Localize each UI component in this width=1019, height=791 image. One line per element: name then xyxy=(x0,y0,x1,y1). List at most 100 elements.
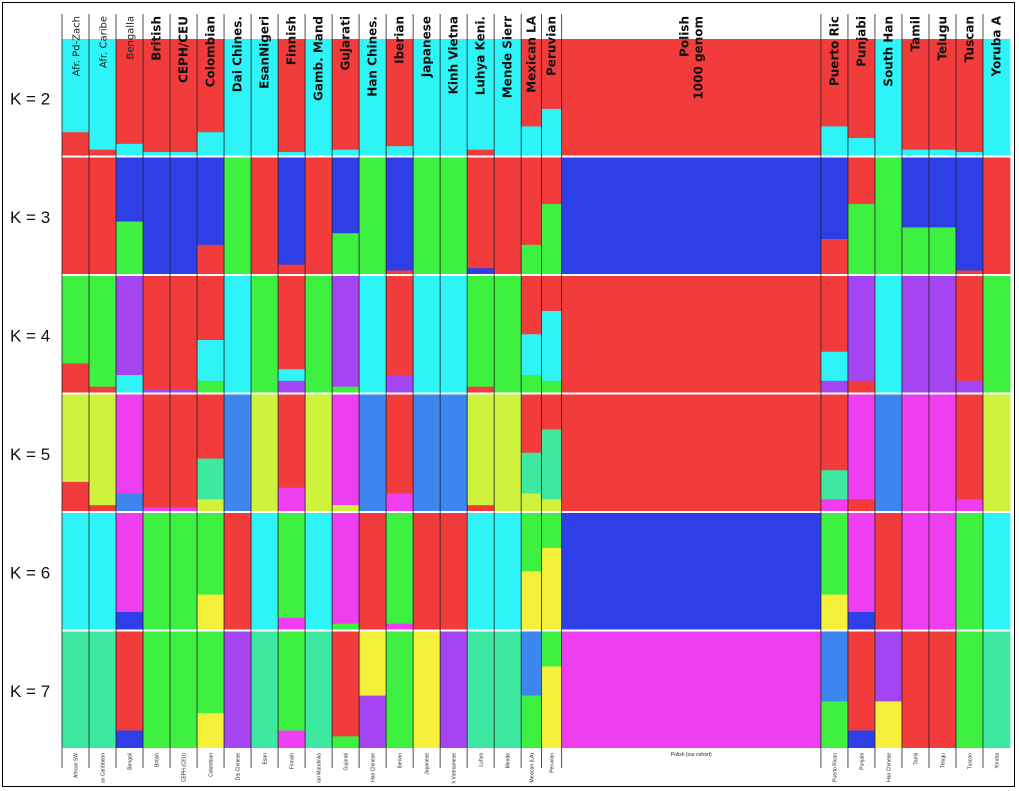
segment-k2-pop23-0 xyxy=(901,39,930,150)
segment-k4-pop5-2 xyxy=(197,380,225,393)
segment-k2-pop7-0 xyxy=(251,39,279,156)
population-bottom-label: ian Mandinka xyxy=(317,753,323,783)
segment-k5-pop14-0 xyxy=(440,394,468,512)
population-top-label: Gujarati xyxy=(339,16,353,70)
segment-k6-pop26-0 xyxy=(982,513,1011,630)
segment-k7-pop8-0 xyxy=(278,631,306,731)
segment-k4-pop26-0 xyxy=(982,276,1011,393)
population-top-label: 1000 genom xyxy=(691,16,705,100)
segment-k4-pop4-1 xyxy=(170,389,198,393)
segment-k2-pop1-0 xyxy=(89,39,117,150)
population-top-label: Colombian xyxy=(204,16,218,87)
segment-k6-pop20-1 xyxy=(820,594,849,630)
segment-k3-pop12-0 xyxy=(386,157,414,271)
segment-k5-pop9-0 xyxy=(305,394,333,512)
segment-k4-pop24-0 xyxy=(928,276,957,393)
segment-k3-pop18-1 xyxy=(541,204,563,275)
population-bottom-label: Polish (our cohort) xyxy=(671,752,712,758)
segment-k2-pop22-0 xyxy=(874,39,903,156)
segment-k7-pop17-1 xyxy=(521,695,542,749)
segment-k4-pop15-1 xyxy=(467,386,495,393)
population-bottom-label: Telugu xyxy=(941,753,947,768)
segment-k6-pop5-0 xyxy=(197,513,225,595)
segment-k7-pop7-0 xyxy=(251,631,279,749)
segment-k3-pop23-0 xyxy=(901,157,930,228)
segment-k4-pop3-0 xyxy=(143,276,171,390)
segment-k7-pop22-0 xyxy=(874,631,903,702)
segment-k4-pop11-0 xyxy=(359,276,387,393)
segment-k6-pop13-0 xyxy=(413,513,441,630)
segment-k5-pop0-0 xyxy=(62,394,90,483)
segment-k5-pop1-0 xyxy=(89,394,117,506)
segment-k7-pop10-0 xyxy=(332,631,360,737)
segment-k3-pop0-0 xyxy=(62,157,90,275)
segment-k3-pop19-0 xyxy=(561,157,822,275)
segment-k4-pop18-0 xyxy=(541,276,563,312)
segment-k4-pop12-0 xyxy=(386,276,414,376)
segment-k4-pop8-0 xyxy=(278,276,306,370)
segment-k3-pop21-1 xyxy=(847,204,876,275)
segment-k7-pop2-0 xyxy=(116,631,144,731)
segment-k4-pop10-1 xyxy=(332,386,360,393)
segment-k6-pop21-0 xyxy=(847,513,876,613)
segment-k7-pop6-0 xyxy=(224,631,252,749)
segment-k5-pop15-1 xyxy=(467,505,495,512)
segment-k3-pop26-0 xyxy=(982,157,1011,275)
segment-k4-pop2-0 xyxy=(116,276,144,376)
segment-k4-pop18-1 xyxy=(541,310,563,382)
segment-k5-pop4-0 xyxy=(170,394,198,508)
segment-k3-pop12-1 xyxy=(386,270,414,275)
segment-k7-pop4-0 xyxy=(170,631,198,749)
segment-k6-pop7-0 xyxy=(251,513,279,630)
segment-k6-pop20-0 xyxy=(820,513,849,595)
segment-k3-pop10-0 xyxy=(332,157,360,234)
segment-k5-pop18-1 xyxy=(541,429,563,500)
segment-k3-pop8-1 xyxy=(278,264,306,275)
segment-k7-pop2-1 xyxy=(116,730,144,749)
segment-k6-pop23-0 xyxy=(901,513,930,630)
segment-k6-pop22-0 xyxy=(874,513,903,630)
segment-k5-pop10-1 xyxy=(332,505,360,512)
k-label-4: K = 4 xyxy=(10,326,50,345)
segment-k2-pop8-1 xyxy=(278,152,306,156)
segment-k7-pop8-1 xyxy=(278,730,306,749)
population-top-label: Tuscan xyxy=(963,16,977,62)
segment-k2-pop21-1 xyxy=(847,138,876,156)
population-top-label: Gamb. Mand xyxy=(312,16,326,101)
segment-k6-pop2-1 xyxy=(116,612,144,630)
segment-k4-pop8-1 xyxy=(278,369,306,382)
segment-k5-pop0-1 xyxy=(62,481,90,512)
segment-k4-pop6-0 xyxy=(224,276,252,393)
segment-k6-pop12-0 xyxy=(386,513,414,624)
segment-k5-pop20-1 xyxy=(820,470,849,500)
population-top-label: Dai Chines. xyxy=(231,16,245,92)
segment-k2-pop25-0 xyxy=(955,39,984,153)
segment-k4-pop5-1 xyxy=(197,340,225,382)
segment-k2-pop17-1 xyxy=(521,126,542,156)
segment-k6-pop17-0 xyxy=(521,513,542,572)
segment-k6-pop9-0 xyxy=(305,513,333,630)
segment-k2-pop1-1 xyxy=(89,149,117,156)
segment-k6-pop0-0 xyxy=(62,513,90,630)
segment-k5-pop12-1 xyxy=(386,493,414,512)
segment-k6-pop8-0 xyxy=(278,513,306,619)
population-bottom-label: Yoruba xyxy=(995,753,1001,769)
population-top-label: Polish xyxy=(677,16,691,57)
segment-k2-pop4-0 xyxy=(170,39,198,153)
segment-k5-pop8-1 xyxy=(278,487,306,512)
segment-k4-pop15-0 xyxy=(467,276,495,387)
segment-k4-pop3-1 xyxy=(143,389,171,393)
segment-k4-pop22-0 xyxy=(874,276,903,393)
segment-k7-pop26-0 xyxy=(982,631,1011,749)
segment-k4-pop0-1 xyxy=(62,363,90,393)
segment-k3-pop5-0 xyxy=(197,157,225,246)
segment-k7-pop10-1 xyxy=(332,736,360,749)
segment-k3-pop2-0 xyxy=(116,157,144,222)
segment-k3-pop17-1 xyxy=(521,244,542,275)
segment-k4-pop16-0 xyxy=(494,276,522,393)
segment-k6-pop24-0 xyxy=(928,513,957,630)
population-top-label: Yoruba A xyxy=(990,15,1004,77)
segment-k4-pop1-1 xyxy=(89,386,117,393)
